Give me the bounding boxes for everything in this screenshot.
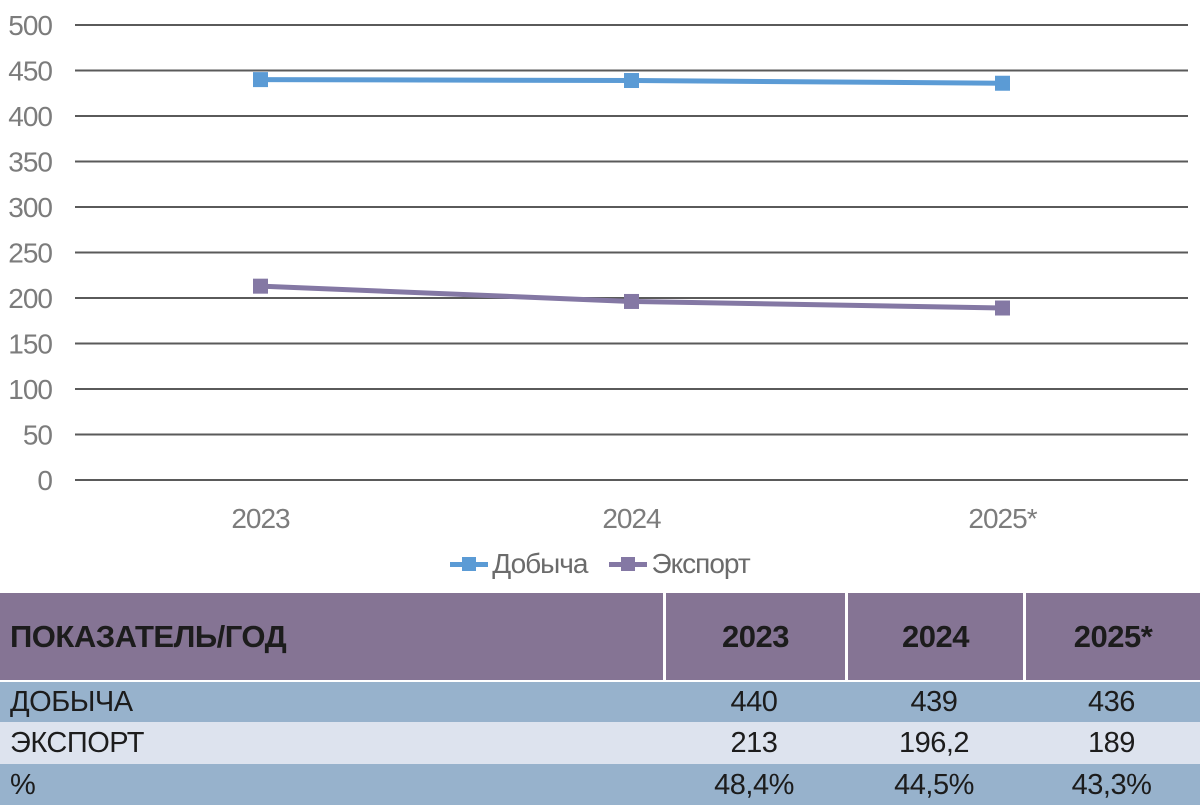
dobycha-series-marker-icon: [450, 556, 489, 572]
legend-label-export: Экспорт: [651, 548, 750, 579]
table-header-2024: 2024: [845, 593, 1023, 680]
svg-text:500: 500: [8, 10, 52, 41]
row-label-cell: ДОБЫЧА: [0, 680, 663, 722]
value-cell: 213: [663, 722, 845, 764]
table-header-row: ПОКАЗАТЕЛЬ/ГОД 2023 2024 2025*: [0, 593, 1200, 680]
svg-text:100: 100: [8, 374, 52, 405]
chart-legend: Добыча Экспорт: [0, 548, 1200, 580]
data-table: ПОКАЗАТЕЛЬ/ГОД 2023 2024 2025* ДОБЫЧА 44…: [0, 593, 1200, 805]
legend-item-export: Экспорт: [609, 548, 751, 580]
value-cell: 189: [1023, 722, 1200, 764]
svg-text:250: 250: [8, 238, 52, 269]
value-cell: 44,5%: [845, 764, 1023, 805]
table-header-indicator: ПОКАЗАТЕЛЬ/ГОД: [0, 593, 663, 680]
svg-text:2024: 2024: [602, 503, 661, 534]
row-label-cell: %: [0, 764, 663, 805]
value-cell: 439: [845, 680, 1023, 722]
line-chart: 500 450 400 350 300 250 200 150 100 50 0 2023 2024 20…: [0, 10, 1200, 580]
table-row-dobycha: ДОБЫЧА 440 439 436: [0, 680, 1200, 722]
row-label-cell: ЭКСПОРТ: [0, 722, 663, 764]
value-cell: 440: [663, 680, 845, 722]
svg-text:0: 0: [37, 465, 52, 496]
svg-text:200: 200: [8, 283, 52, 314]
value-cell: 196,2: [845, 722, 1023, 764]
table-header-2023: 2023: [663, 593, 845, 680]
table-header-2025: 2025*: [1023, 593, 1200, 680]
svg-text:450: 450: [8, 56, 52, 87]
value-cell: 436: [1023, 680, 1200, 722]
svg-text:150: 150: [8, 329, 52, 360]
svg-text:2025*: 2025*: [968, 503, 1037, 534]
value-cell: 48,4%: [663, 764, 845, 805]
svg-text:300: 300: [8, 192, 52, 223]
value-cell: 43,3%: [1023, 764, 1200, 805]
export-series-marker-icon: [609, 556, 648, 572]
table-row-export: ЭКСПОРТ 213 196,2 189: [0, 722, 1200, 764]
legend-item-dobycha: Добыча: [450, 548, 588, 580]
svg-text:2023: 2023: [231, 503, 290, 534]
table-row-percent: % 48,4% 44,5% 43,3%: [0, 764, 1200, 805]
svg-text:400: 400: [8, 101, 52, 132]
svg-text:50: 50: [23, 420, 53, 451]
legend-label-dobycha: Добыча: [492, 548, 588, 579]
svg-text:350: 350: [8, 147, 52, 178]
